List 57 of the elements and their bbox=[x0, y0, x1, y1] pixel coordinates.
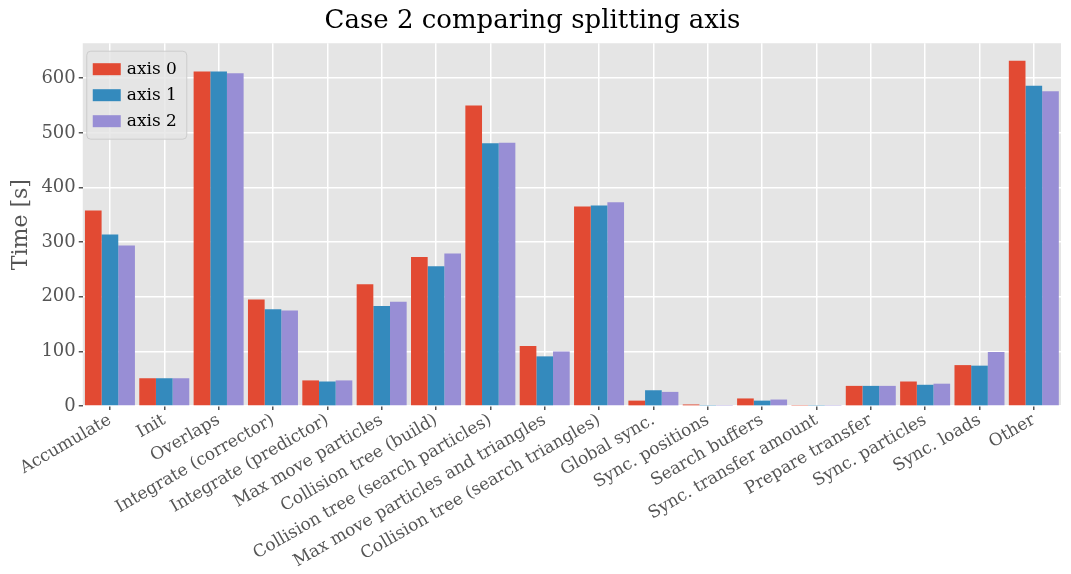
bar bbox=[645, 390, 662, 406]
legend-label: axis 2 bbox=[126, 109, 177, 130]
bar bbox=[281, 310, 298, 406]
bar bbox=[302, 380, 319, 406]
bar bbox=[519, 345, 537, 406]
bar bbox=[210, 71, 227, 406]
bar bbox=[498, 142, 516, 406]
bar bbox=[1008, 60, 1026, 406]
y-tick-label: 300 bbox=[41, 229, 76, 251]
bar bbox=[318, 381, 336, 406]
bar bbox=[879, 385, 896, 406]
bar bbox=[411, 256, 428, 406]
bar bbox=[247, 299, 265, 406]
bar bbox=[574, 206, 591, 406]
y-tick-label: 200 bbox=[41, 284, 76, 306]
bar bbox=[155, 378, 173, 406]
bar bbox=[1042, 91, 1059, 406]
bar bbox=[118, 245, 135, 406]
bar bbox=[933, 383, 951, 406]
bar bbox=[444, 253, 462, 406]
legend-label: axis 0 bbox=[126, 57, 177, 78]
bar bbox=[427, 266, 445, 406]
bar bbox=[916, 384, 934, 406]
y-tick-label: 600 bbox=[41, 65, 76, 87]
bar bbox=[954, 365, 972, 406]
bar bbox=[226, 73, 244, 406]
bar bbox=[264, 309, 282, 406]
bar bbox=[987, 351, 1005, 406]
bar bbox=[390, 301, 407, 406]
chart-title: Case 2 comparing splitting axis bbox=[324, 4, 741, 35]
bar bbox=[482, 143, 499, 406]
bar bbox=[737, 398, 754, 406]
bar bbox=[553, 351, 570, 406]
y-tick-label: 0 bbox=[64, 393, 76, 415]
y-tick-label: 400 bbox=[41, 175, 76, 197]
bar bbox=[845, 385, 863, 406]
y-tick-label: 500 bbox=[41, 120, 76, 142]
bar bbox=[862, 385, 880, 406]
bar bbox=[971, 365, 988, 406]
bar bbox=[356, 284, 374, 406]
bar bbox=[101, 234, 119, 406]
bar bbox=[661, 391, 679, 406]
legend-label: axis 1 bbox=[126, 83, 177, 104]
bar bbox=[373, 306, 390, 406]
bar bbox=[465, 105, 483, 406]
y-axis-title: Time [s] bbox=[6, 179, 32, 271]
bar bbox=[335, 380, 353, 406]
y-tick-label: 100 bbox=[41, 339, 76, 361]
bar bbox=[590, 205, 608, 406]
bar bbox=[607, 202, 625, 406]
bar bbox=[172, 378, 190, 406]
bar bbox=[193, 71, 211, 406]
bar bbox=[1025, 85, 1043, 406]
bar bbox=[536, 356, 554, 406]
bar bbox=[900, 381, 917, 406]
bar bbox=[84, 210, 102, 406]
bar bbox=[139, 378, 156, 406]
